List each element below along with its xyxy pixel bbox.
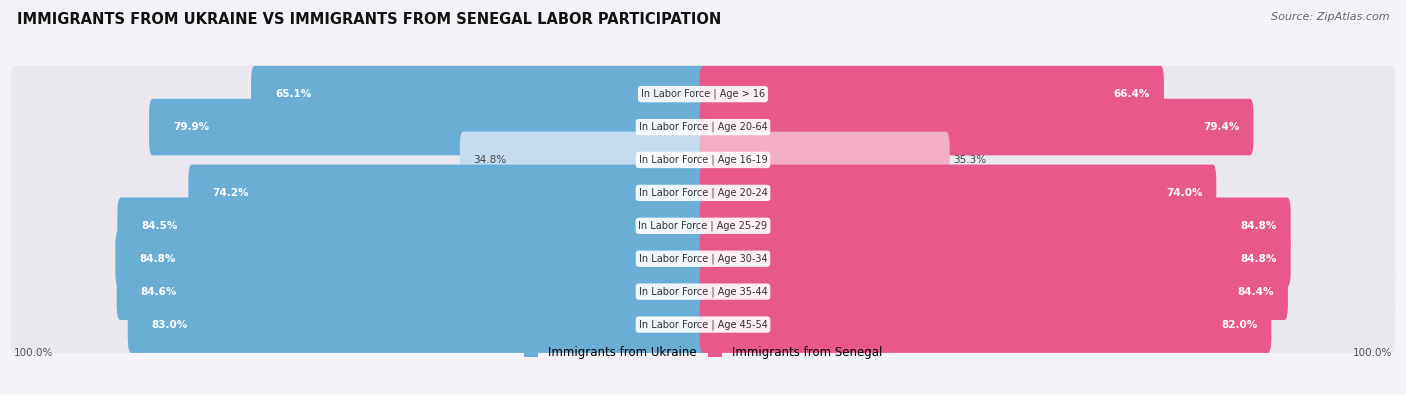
FancyBboxPatch shape xyxy=(700,263,1395,320)
FancyBboxPatch shape xyxy=(700,263,1288,320)
Text: 84.8%: 84.8% xyxy=(1240,254,1277,264)
FancyBboxPatch shape xyxy=(11,132,706,188)
Text: 66.4%: 66.4% xyxy=(1114,89,1150,99)
Text: 100.0%: 100.0% xyxy=(1353,348,1392,358)
FancyBboxPatch shape xyxy=(11,66,706,122)
Text: In Labor Force | Age > 16: In Labor Force | Age > 16 xyxy=(641,89,765,100)
FancyBboxPatch shape xyxy=(11,165,706,221)
FancyBboxPatch shape xyxy=(700,230,1395,287)
FancyBboxPatch shape xyxy=(11,263,706,320)
FancyBboxPatch shape xyxy=(11,99,706,155)
FancyBboxPatch shape xyxy=(700,165,1395,221)
Text: In Labor Force | Age 35-44: In Labor Force | Age 35-44 xyxy=(638,286,768,297)
Text: 35.3%: 35.3% xyxy=(953,155,986,165)
FancyBboxPatch shape xyxy=(700,99,1395,155)
Text: 65.1%: 65.1% xyxy=(276,89,311,99)
FancyBboxPatch shape xyxy=(700,296,1271,353)
Text: 74.0%: 74.0% xyxy=(1166,188,1202,198)
Text: 100.0%: 100.0% xyxy=(14,348,53,358)
Text: 34.8%: 34.8% xyxy=(474,155,506,165)
Text: 84.8%: 84.8% xyxy=(1240,221,1277,231)
Text: In Labor Force | Age 16-19: In Labor Force | Age 16-19 xyxy=(638,155,768,165)
Text: 74.2%: 74.2% xyxy=(212,188,249,198)
FancyBboxPatch shape xyxy=(700,296,1395,353)
FancyBboxPatch shape xyxy=(115,230,706,287)
FancyBboxPatch shape xyxy=(11,230,706,287)
Text: 82.0%: 82.0% xyxy=(1222,320,1257,329)
FancyBboxPatch shape xyxy=(188,165,706,221)
FancyBboxPatch shape xyxy=(252,66,706,122)
Text: In Labor Force | Age 20-64: In Labor Force | Age 20-64 xyxy=(638,122,768,132)
FancyBboxPatch shape xyxy=(700,198,1395,254)
Text: 84.8%: 84.8% xyxy=(139,254,176,264)
FancyBboxPatch shape xyxy=(128,296,706,353)
Legend: Immigrants from Ukraine, Immigrants from Senegal: Immigrants from Ukraine, Immigrants from… xyxy=(519,341,887,364)
FancyBboxPatch shape xyxy=(11,296,706,353)
FancyBboxPatch shape xyxy=(117,198,706,254)
Text: 83.0%: 83.0% xyxy=(152,320,188,329)
FancyBboxPatch shape xyxy=(700,66,1395,122)
FancyBboxPatch shape xyxy=(700,99,1254,155)
FancyBboxPatch shape xyxy=(117,263,706,320)
Text: 79.4%: 79.4% xyxy=(1204,122,1240,132)
Text: In Labor Force | Age 30-34: In Labor Force | Age 30-34 xyxy=(638,254,768,264)
FancyBboxPatch shape xyxy=(700,230,1291,287)
Text: IMMIGRANTS FROM UKRAINE VS IMMIGRANTS FROM SENEGAL LABOR PARTICIPATION: IMMIGRANTS FROM UKRAINE VS IMMIGRANTS FR… xyxy=(17,12,721,27)
FancyBboxPatch shape xyxy=(149,99,706,155)
Text: In Labor Force | Age 45-54: In Labor Force | Age 45-54 xyxy=(638,319,768,330)
FancyBboxPatch shape xyxy=(700,132,1395,188)
Text: 84.5%: 84.5% xyxy=(142,221,179,231)
Text: 84.4%: 84.4% xyxy=(1237,287,1274,297)
Text: 84.6%: 84.6% xyxy=(141,287,177,297)
FancyBboxPatch shape xyxy=(460,132,706,188)
Text: Source: ZipAtlas.com: Source: ZipAtlas.com xyxy=(1271,12,1389,22)
Text: In Labor Force | Age 20-24: In Labor Force | Age 20-24 xyxy=(638,188,768,198)
FancyBboxPatch shape xyxy=(700,198,1291,254)
FancyBboxPatch shape xyxy=(700,132,949,188)
FancyBboxPatch shape xyxy=(11,198,706,254)
FancyBboxPatch shape xyxy=(700,165,1216,221)
Text: 79.9%: 79.9% xyxy=(173,122,209,132)
Text: In Labor Force | Age 25-29: In Labor Force | Age 25-29 xyxy=(638,220,768,231)
FancyBboxPatch shape xyxy=(700,66,1164,122)
